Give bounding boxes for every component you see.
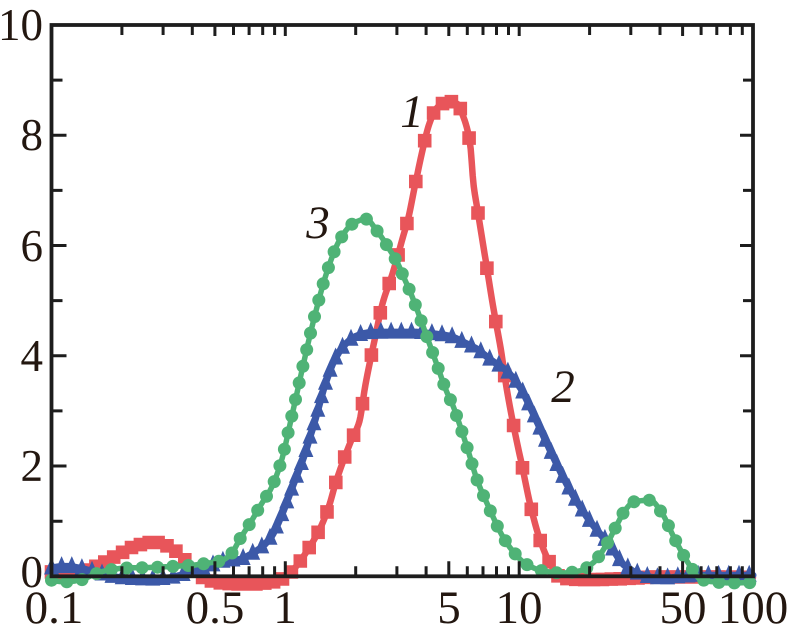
svg-text:10: 10 <box>496 582 543 634</box>
svg-text:4: 4 <box>21 331 44 381</box>
svg-text:50: 50 <box>660 582 707 634</box>
svg-text:1: 1 <box>273 582 297 634</box>
svg-text:2: 2 <box>21 441 44 491</box>
svg-text:0.1: 0.1 <box>25 582 84 634</box>
svg-text:8: 8 <box>21 110 44 160</box>
svg-text:100: 100 <box>718 582 789 634</box>
svg-text:2: 2 <box>551 361 575 413</box>
svg-text:1: 1 <box>400 86 424 138</box>
svg-text:0.5: 0.5 <box>186 582 245 634</box>
svg-text:3: 3 <box>305 197 330 249</box>
svg-text:6: 6 <box>21 221 44 271</box>
svg-text:10: 10 <box>0 0 43 50</box>
svg-text:5: 5 <box>437 582 461 634</box>
svg-text:0: 0 <box>21 547 44 597</box>
